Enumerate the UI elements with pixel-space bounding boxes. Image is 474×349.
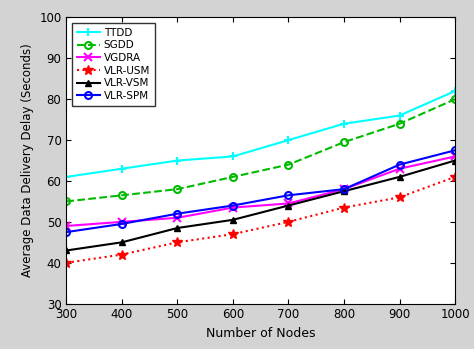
VGDRA — [230, 206, 236, 210]
VLR-USM — [341, 206, 347, 210]
VLR-VSM — [286, 203, 292, 208]
Legend: TTDD, SGDD, VGDRA, VLR-USM, VLR-VSM, VLR-SPM: TTDD, SGDD, VGDRA, VLR-USM, VLR-VSM, VLR… — [72, 23, 155, 106]
TTDD — [452, 89, 458, 93]
VLR-SPM — [286, 193, 292, 198]
VLR-SPM — [341, 187, 347, 191]
VGDRA — [64, 224, 69, 228]
VLR-VSM — [397, 175, 402, 179]
VLR-VSM — [64, 248, 69, 253]
VGDRA — [119, 220, 125, 224]
Line: TTDD: TTDD — [62, 87, 459, 181]
VGDRA — [397, 166, 402, 171]
TTDD — [119, 166, 125, 171]
SGDD — [230, 175, 236, 179]
X-axis label: Number of Nodes: Number of Nodes — [206, 327, 316, 340]
VLR-USM — [119, 252, 125, 257]
Line: SGDD: SGDD — [63, 96, 458, 205]
SGDD — [64, 199, 69, 203]
VLR-USM — [230, 232, 236, 236]
VLR-SPM — [452, 148, 458, 153]
VGDRA — [452, 154, 458, 158]
VLR-VSM — [174, 226, 180, 230]
TTDD — [341, 122, 347, 126]
TTDD — [64, 175, 69, 179]
VLR-VSM — [341, 189, 347, 193]
VLR-VSM — [230, 218, 236, 222]
Y-axis label: Average Data Delivery Delay (Seconds): Average Data Delivery Delay (Seconds) — [21, 44, 34, 277]
SGDD — [286, 163, 292, 167]
SGDD — [119, 193, 125, 198]
Line: VLR-VSM: VLR-VSM — [63, 157, 458, 254]
VLR-SPM — [174, 211, 180, 216]
VLR-SPM — [397, 163, 402, 167]
VLR-VSM — [119, 240, 125, 244]
TTDD — [286, 138, 292, 142]
VGDRA — [174, 216, 180, 220]
SGDD — [174, 187, 180, 191]
Line: VGDRA: VGDRA — [62, 152, 459, 230]
Line: VLR-SPM: VLR-SPM — [63, 147, 458, 236]
VLR-USM — [64, 261, 69, 265]
VLR-USM — [397, 195, 402, 199]
SGDD — [397, 122, 402, 126]
SGDD — [341, 140, 347, 144]
VLR-SPM — [230, 203, 236, 208]
SGDD — [452, 97, 458, 101]
VLR-SPM — [119, 222, 125, 226]
VGDRA — [341, 187, 347, 191]
VLR-SPM — [64, 230, 69, 234]
VGDRA — [286, 201, 292, 206]
VLR-VSM — [452, 158, 458, 163]
TTDD — [230, 154, 236, 158]
TTDD — [174, 158, 180, 163]
VLR-USM — [286, 220, 292, 224]
VLR-USM — [174, 240, 180, 244]
VLR-USM — [452, 175, 458, 179]
TTDD — [397, 113, 402, 118]
Line: VLR-USM: VLR-USM — [62, 172, 460, 268]
